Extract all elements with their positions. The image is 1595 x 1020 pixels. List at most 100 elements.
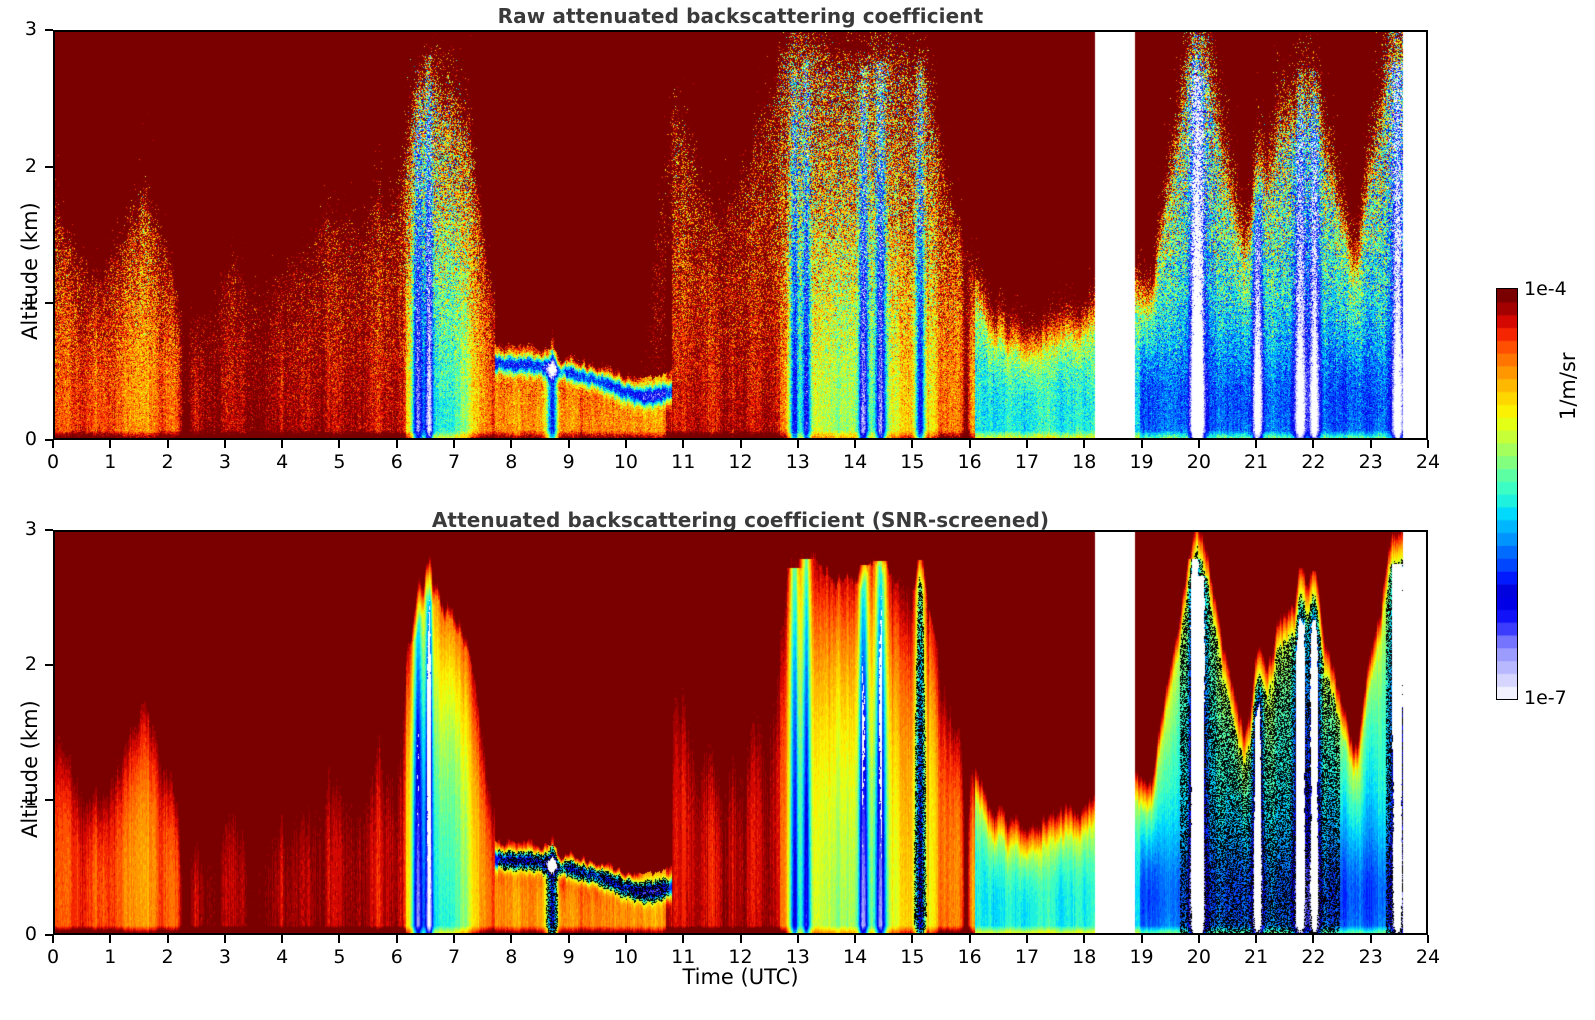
x-tick-raw: [453, 440, 456, 448]
x-tick-label: 4: [276, 451, 289, 473]
x-tick-label: 18: [1072, 946, 1097, 968]
x-tick-label: 5: [333, 451, 346, 473]
y-tick-label: 1: [24, 788, 37, 810]
y-tick-raw: [45, 29, 53, 31]
y-tick-label: 0: [24, 428, 37, 450]
x-tick-label: 8: [505, 946, 518, 968]
x-tick-screened: [453, 935, 456, 943]
x-tick-label: 15: [900, 451, 925, 473]
x-tick-screened: [968, 935, 971, 943]
y-axis-label-screened: Altitude (km): [18, 700, 42, 838]
x-tick-raw: [796, 440, 799, 448]
x-tick-label: 17: [1014, 946, 1040, 968]
x-tick-screened: [911, 935, 914, 943]
x-tick-raw: [223, 440, 226, 448]
x-tick-label: 23: [1358, 946, 1383, 968]
x-tick-raw: [166, 440, 169, 448]
x-tick-raw: [338, 440, 341, 448]
x-tick-label: 13: [785, 451, 810, 473]
x-tick-label: 23: [1358, 451, 1383, 473]
x-tick-label: 17: [1014, 451, 1040, 473]
y-tick-raw: [45, 165, 53, 168]
x-tick-screened: [1255, 935, 1258, 943]
x-tick-label: 0: [46, 451, 60, 473]
x-tick-raw: [567, 440, 570, 448]
x-tick-raw: [682, 440, 685, 448]
x-tick-label: 1: [104, 451, 117, 473]
x-tick-label: 19: [1129, 451, 1154, 473]
x-tick-screened: [1140, 935, 1143, 943]
heatmap-canvas-screened: [55, 532, 1426, 933]
x-tick-raw: [1197, 440, 1200, 448]
x-tick-label: 3: [218, 451, 231, 473]
x-tick-label: 9: [562, 451, 575, 473]
x-tick-label: 6: [390, 451, 403, 473]
y-tick-screened: [45, 664, 53, 666]
x-tick-raw: [281, 440, 284, 448]
x-tick-screened: [281, 935, 284, 943]
x-tick-label: 11: [671, 451, 696, 473]
x-tick-raw: [854, 440, 857, 448]
x-tick-label: 2: [161, 946, 174, 968]
x-tick-label: 10: [613, 946, 638, 968]
y-tick-label: 2: [24, 653, 37, 675]
colorbar-unit-label: 1/m/sr: [1556, 352, 1580, 420]
x-tick-screened: [1427, 935, 1429, 943]
panel-title-raw: Raw attenuated backscattering coefficien…: [497, 4, 984, 28]
x-axis-label: Time (UTC): [682, 965, 799, 989]
heatmap-canvas-raw: [55, 32, 1426, 438]
x-tick-raw: [1369, 440, 1372, 448]
x-tick-raw: [395, 440, 398, 448]
x-tick-label: 5: [333, 946, 346, 968]
panel-title-screened: Attenuated backscattering coefficient (S…: [431, 508, 1050, 532]
x-tick-screened: [109, 935, 112, 943]
x-tick-label: 12: [728, 946, 753, 968]
y-tick-label: 3: [24, 518, 37, 540]
colorbar-gradient: [1496, 288, 1518, 700]
x-tick-screened: [682, 935, 685, 943]
x-tick-screened: [223, 935, 226, 943]
x-tick-raw: [1255, 440, 1258, 448]
x-tick-screened: [624, 935, 627, 943]
x-tick-raw: [739, 440, 742, 448]
x-tick-screened: [1312, 935, 1315, 943]
x-tick-label: 6: [390, 946, 403, 968]
x-tick-screened: [1369, 935, 1372, 943]
x-tick-screened: [338, 935, 341, 943]
x-tick-label: 22: [1301, 451, 1326, 473]
x-tick-raw: [1083, 440, 1086, 448]
x-tick-label: 12: [728, 451, 753, 473]
y-tick-label: 3: [24, 18, 37, 40]
x-tick-label: 18: [1072, 451, 1097, 473]
x-tick-label: 0: [46, 946, 60, 968]
x-tick-label: 1: [104, 946, 117, 968]
x-tick-label: 3: [218, 946, 231, 968]
x-tick-raw: [52, 440, 54, 448]
x-tick-raw: [624, 440, 627, 448]
x-tick-label: 24: [1415, 451, 1441, 473]
heatmap-panel-screened: [53, 530, 1428, 935]
x-tick-raw: [911, 440, 914, 448]
y-tick-label: 1: [24, 291, 37, 314]
y-tick-screened: [45, 529, 53, 531]
x-tick-label: 7: [447, 946, 461, 968]
x-tick-label: 10: [613, 451, 638, 473]
x-tick-label: 13: [785, 946, 810, 968]
x-tick-label: 2: [161, 451, 174, 473]
y-tick-screened: [45, 934, 53, 936]
x-tick-label: 19: [1129, 946, 1154, 968]
x-tick-raw: [1140, 440, 1143, 448]
y-axis-label-raw: Altitude (km): [18, 202, 42, 340]
colorbar: [1496, 288, 1518, 700]
x-tick-raw: [968, 440, 971, 448]
x-tick-screened: [567, 935, 570, 943]
x-tick-label: 20: [1186, 451, 1211, 473]
x-tick-label: 22: [1301, 946, 1326, 968]
x-tick-raw: [1025, 440, 1028, 448]
x-tick-label: 20: [1186, 946, 1211, 968]
x-tick-raw: [510, 440, 513, 448]
x-tick-label: 4: [276, 946, 289, 968]
x-tick-screened: [1025, 935, 1028, 943]
y-tick-label: 0: [24, 923, 37, 945]
x-tick-screened: [395, 935, 398, 943]
